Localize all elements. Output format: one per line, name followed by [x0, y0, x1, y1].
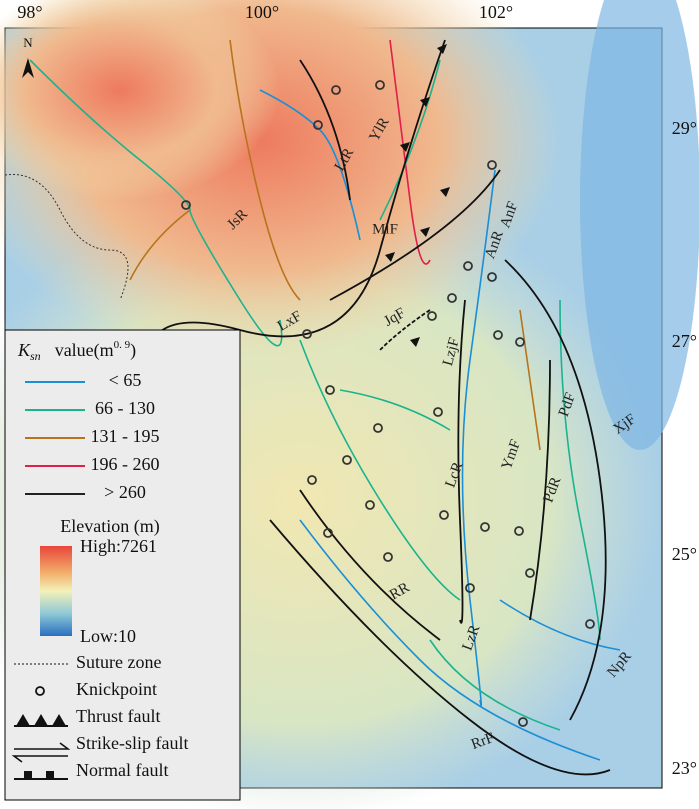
- ksn-label: < 65: [109, 370, 142, 390]
- legend-title: Ksn value(m0. 9): [17, 339, 136, 363]
- relief: [0, 0, 280, 200]
- suture-zone: [4, 173, 129, 301]
- map-label: LzjF: [440, 336, 463, 368]
- knickpoints: [181, 80, 595, 727]
- thrust-teeth: [385, 44, 450, 347]
- symbol-label: Strike-slip fault: [76, 733, 188, 753]
- longitude-label: 98°: [17, 2, 42, 22]
- map-label: PdF: [556, 391, 579, 419]
- latitude-label: 25°: [672, 544, 697, 564]
- elevation-low: Low:10: [80, 626, 136, 646]
- knickpoint-symbol: [35, 686, 45, 696]
- ksn-label: > 260: [104, 482, 146, 502]
- rivers: [29, 39, 621, 761]
- north-arrow: [22, 58, 34, 78]
- thrust-symbol: [14, 714, 68, 727]
- ksn-label: 131 - 195: [91, 426, 160, 446]
- latitude-label: 29°: [672, 118, 697, 138]
- longitude-label: 102°: [479, 2, 513, 22]
- symbol-label: Suture zone: [76, 652, 161, 672]
- faults: [146, 39, 611, 776]
- longitude-label: 100°: [245, 2, 279, 22]
- symbol-label: Normal fault: [76, 760, 168, 780]
- ksn-label: 66 - 130: [95, 398, 155, 418]
- north-label: N: [23, 35, 33, 50]
- relief: [580, 0, 699, 450]
- elevation-title: Elevation (m): [60, 516, 159, 537]
- map-label: MlF: [372, 221, 398, 237]
- legend: Ksn value(m0. 9) Elevation (m) High:7261 …: [4, 329, 241, 801]
- map-label: RrF: [469, 730, 496, 753]
- latitude-label: 23°: [672, 758, 697, 778]
- ksn-label: 196 - 260: [91, 454, 160, 474]
- normal-fault-symbol: [14, 771, 68, 780]
- symbol-label: Knickpoint: [76, 679, 157, 699]
- elevation-bar: [40, 546, 72, 636]
- strike-slip-symbol: [11, 742, 71, 763]
- elevation-high: High:7261: [80, 536, 157, 556]
- latitude-label: 27°: [672, 331, 697, 351]
- symbol-label: Thrust fault: [76, 706, 160, 726]
